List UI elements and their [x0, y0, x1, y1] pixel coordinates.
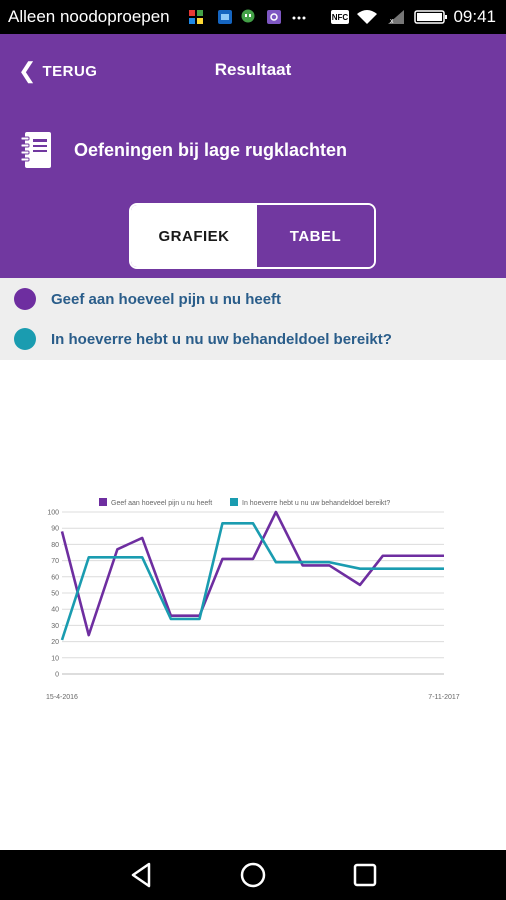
hangouts-icon	[241, 9, 255, 23]
series-color-dot	[14, 288, 36, 310]
series-legend-panel: Geef aan hoeveel pijn u nu heeft In hoev…	[0, 278, 506, 360]
system-nav-bar	[0, 850, 506, 900]
y-tick-label: 20	[51, 639, 59, 646]
chart-legend: Geef aan hoeveel pijn u nu heeft In hoev…	[99, 498, 390, 507]
y-tick-label: 70	[51, 558, 59, 565]
signal-icon: x	[388, 10, 404, 25]
status-bar: Alleen noodoproepen NFC x 09:41	[0, 0, 506, 34]
legend-item-pain: Geef aan hoeveel pijn u nu heeft	[14, 288, 281, 310]
legend-swatch	[99, 498, 107, 506]
svg-text:NFC: NFC	[332, 13, 349, 22]
photos-icon	[189, 10, 203, 24]
svg-text:x: x	[390, 18, 394, 25]
y-tick-label: 100	[47, 510, 59, 517]
wifi-icon	[357, 10, 377, 24]
carrier-text: Alleen noodoproepen	[8, 7, 170, 26]
chevron-left-icon: ❮	[18, 58, 37, 83]
y-tick-label: 40	[51, 607, 59, 614]
gallery-icon	[267, 10, 281, 24]
home-nav-icon[interactable]	[238, 860, 268, 890]
legend-item-goal: In hoeverre hebt u nu uw behandeldoel be…	[14, 328, 392, 350]
topic-title: Oefeningen bij lage rugklachten	[74, 139, 348, 160]
y-tick-label: 90	[51, 526, 59, 533]
y-tick-label: 60	[51, 574, 59, 581]
series-line-pain	[60, 510, 444, 637]
line-chart: Geef aan hoeveel pijn u nu heeft In hoev…	[46, 498, 460, 701]
y-tick-label: 80	[51, 542, 59, 549]
nfc-icon: NFC	[331, 10, 349, 24]
app-notification-icon	[218, 10, 232, 24]
y-tick-label: 10	[51, 655, 59, 662]
view-toggle: GRAFIEK TABEL	[129, 203, 376, 269]
series-color-dot	[14, 328, 36, 350]
legend-label: In hoeverre hebt u nu uw behandeldoel be…	[51, 330, 392, 348]
back-label: TERUG	[42, 62, 98, 80]
recents-nav-icon[interactable]	[350, 860, 380, 890]
back-nav-icon[interactable]	[127, 860, 157, 890]
x-tick-label: 15-4-2016	[46, 694, 78, 701]
chart-legend-label: Geef aan hoeveel pijn u nu heeft	[111, 500, 212, 507]
y-tick-label: 30	[51, 623, 59, 630]
notebook-icon	[20, 132, 51, 168]
battery-icon	[414, 10, 447, 24]
more-notifications-icon	[292, 16, 306, 20]
app-header: ❮ TERUG Resultaat Oefeningen bij lage ru…	[0, 34, 506, 278]
clock-text: 09:41	[453, 7, 496, 26]
back-button[interactable]: ❮ TERUG	[18, 58, 97, 84]
series-line-goal	[60, 522, 444, 641]
y-tick-label: 0	[55, 672, 59, 679]
page-title: Resultaat	[214, 60, 292, 79]
legend-swatch	[230, 498, 238, 506]
y-tick-label: 50	[51, 591, 59, 598]
tab-grafiek[interactable]: GRAFIEK	[131, 205, 257, 267]
legend-label: Geef aan hoeveel pijn u nu heeft	[51, 290, 282, 308]
topic-row: Oefeningen bij lage rugklachten	[20, 130, 347, 170]
tab-tabel[interactable]: TABEL	[257, 205, 374, 267]
x-tick-label: 7-11-2017	[428, 694, 460, 701]
chart-legend-label: In hoeverre hebt u nu uw behandeldoel be…	[242, 500, 390, 507]
